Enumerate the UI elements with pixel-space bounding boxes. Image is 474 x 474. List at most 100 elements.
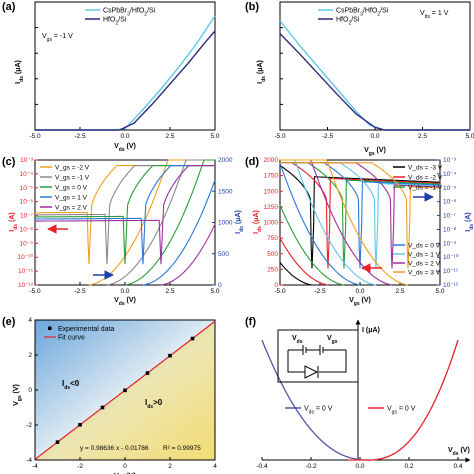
y-left-tick-label: 10⁻⁵ bbox=[20, 185, 34, 192]
legend-label: V_ds = -1 V bbox=[408, 185, 443, 192]
x-tick-label: 0.0 bbox=[370, 133, 379, 140]
data-point bbox=[78, 423, 82, 427]
panel-label-b: (b) bbox=[245, 1, 259, 13]
panel-b-legend: CsPbBr3/HfO2/Si HfO2/Si bbox=[318, 8, 389, 27]
legend-label: V_gs = 0 V bbox=[55, 185, 88, 192]
panel-c-ylabel-right: Ids (μA) bbox=[235, 210, 245, 234]
x-tick-label: 5.0 bbox=[435, 288, 444, 295]
panel-a-ylabel: Ids (μA) bbox=[15, 60, 25, 84]
data-point bbox=[190, 336, 195, 341]
y-right-tick-label: 10⁻³ bbox=[443, 157, 457, 164]
x-tick-label: 0.0 bbox=[120, 288, 129, 295]
y-right-tick-label: 10⁻⁶ bbox=[443, 199, 457, 206]
panel-f-ylabel: I (μA) bbox=[362, 327, 380, 334]
data-point bbox=[145, 371, 150, 375]
fit-equation: y = 0.98636 x - 0.01786 bbox=[80, 445, 149, 452]
series-linear-curve bbox=[279, 262, 313, 286]
panel-a-ticks: -5.0 -2.5 0.0 2.5 5.0 bbox=[29, 1, 220, 140]
x-tick-label: 4 bbox=[213, 463, 217, 470]
y-left-tick-label: 10⁻⁶ bbox=[20, 199, 34, 206]
legend-label: V_gs = 2 V bbox=[55, 205, 88, 212]
y-right-tick-label: 2000 bbox=[218, 157, 233, 164]
legend-label: V_ds = -3 V bbox=[408, 165, 443, 172]
panel-d-xlabel: Vgs (V) bbox=[349, 297, 371, 307]
legend-marker-experimental bbox=[48, 326, 52, 330]
y-right-tick-label: 10⁻¹⁰ bbox=[443, 253, 459, 261]
series-line bbox=[279, 33, 470, 131]
panel-d-legend: V_ds = -3 V V_ds = -2 V V_ds = -1 V V_ds = … bbox=[393, 165, 443, 277]
panel-label-f: (f) bbox=[245, 316, 256, 328]
legend-label-hfo-b: HfO2/Si bbox=[336, 17, 360, 27]
panel-c-ylabel-left: Ids (A) bbox=[9, 212, 19, 231]
y-right-tick-label: 500 bbox=[218, 251, 229, 258]
panel-f-legend: Vds = 0 V Vgs = 0 V bbox=[285, 406, 416, 416]
x-tick-label: 2.5 bbox=[165, 133, 174, 140]
y-tick-label: 2 bbox=[28, 352, 32, 359]
panel-b-xlabel: Vgs (V) bbox=[364, 147, 386, 157]
x-tick-label: 0.2 bbox=[404, 463, 413, 470]
panel-f-series bbox=[261, 339, 459, 461]
y-left-tick-label: 250 bbox=[267, 266, 278, 273]
legend-label-cspb: CsPbBr3/HfO2/Si bbox=[103, 8, 156, 18]
y-right-tick-label: 10⁻⁵ bbox=[443, 185, 457, 192]
series-linear-curve bbox=[124, 159, 215, 286]
y-tick-label: -4 bbox=[26, 457, 32, 464]
panel-d-ticks: -5.0 -2.5 0.0 2.5 5.0 0 250 500 750 1000 1250 1500 1… bbox=[264, 157, 459, 295]
x-tick-label: -0.4 bbox=[256, 463, 268, 470]
circuit-wires bbox=[287, 350, 347, 373]
circuit-label-vgs: Vgs bbox=[327, 335, 338, 345]
y-tick-label: 0 bbox=[28, 387, 32, 394]
x-tick-label: -5.0 bbox=[274, 288, 286, 295]
y-left-tick-label: 10⁻³ bbox=[20, 157, 34, 164]
y-left-tick-label: 10⁻⁸ bbox=[20, 226, 34, 233]
series-linear-curve bbox=[142, 179, 216, 286]
y-left-tick-label: 10⁻⁹ bbox=[20, 240, 34, 247]
y-left-tick-label: 1000 bbox=[264, 220, 279, 227]
series-vgs0-curve bbox=[347, 339, 459, 461]
x-tick-label: -4 bbox=[32, 463, 38, 470]
series-linear-curve bbox=[279, 204, 345, 286]
series-linear-curve bbox=[106, 159, 215, 286]
panel-b-series bbox=[279, 20, 470, 131]
series-linear-curve bbox=[279, 237, 329, 286]
legend-label: V_ds = 1 V bbox=[408, 252, 441, 259]
legend-label-fit: Fit curve bbox=[58, 335, 85, 342]
x-tick-label: -2 bbox=[77, 463, 83, 470]
series-vds0-curve bbox=[261, 339, 370, 461]
y-right-tick-label: 10⁻¹¹ bbox=[443, 268, 459, 275]
y-right-tick-label: 10⁻⁷ bbox=[443, 213, 457, 220]
legend-label-vgs0: Vgs = 0 V bbox=[387, 406, 416, 416]
legend-label: V_gs = 1 V bbox=[55, 195, 88, 202]
data-point bbox=[100, 405, 105, 410]
data-point bbox=[55, 440, 60, 444]
x-tick-label: -5.0 bbox=[274, 133, 286, 140]
y-right-tick-label: 10⁻⁸ bbox=[443, 226, 457, 233]
y-right-tick-label: 10⁻⁹ bbox=[443, 240, 457, 247]
y-left-tick-label: 1500 bbox=[264, 188, 279, 195]
panel-e-series bbox=[34, 320, 216, 460]
x-tick-label: 5.0 bbox=[210, 288, 219, 295]
panel-label-c: (c) bbox=[2, 156, 16, 168]
y-left-tick-label: 1250 bbox=[264, 204, 279, 211]
legend-label-vds0: Vds = 0 V bbox=[304, 406, 333, 416]
series-log-curve bbox=[280, 162, 440, 269]
x-tick-label: -2.5 bbox=[314, 288, 326, 295]
panel-f: (f) -0.4 -0.2 0.0 0.2 0.4 I (μA) Vds (V) Vds… bbox=[245, 316, 471, 470]
panel-d-series bbox=[279, 159, 441, 286]
x-tick-label: -2.5 bbox=[74, 288, 86, 295]
x-tick-label: -5.0 bbox=[29, 133, 41, 140]
panel-a: (a) -5.0 -2.5 0.0 2.5 5.0 CsPbBr3/HfO2/Si Hf… bbox=[2, 1, 220, 153]
series-log-curve bbox=[35, 165, 215, 265]
panel-e-ticks: -4 -2 0 2 4 -4 -2 0 2 4 bbox=[26, 317, 217, 470]
series-linear-curve bbox=[160, 223, 216, 286]
panel-a-xlabel: Vds (V) bbox=[114, 143, 136, 153]
x-tick-label: 5.0 bbox=[465, 133, 474, 140]
series-linear-curve bbox=[88, 159, 215, 286]
circuit-batteries bbox=[288, 345, 346, 355]
legend-label: V_gs = -2 V bbox=[55, 165, 90, 172]
x-tick-label: 2.5 bbox=[418, 133, 427, 140]
y-left-tick-label: 2000 bbox=[264, 157, 279, 164]
legend-label: V_ds = 2 V bbox=[408, 261, 441, 268]
panel-label-e: (e) bbox=[2, 316, 16, 328]
